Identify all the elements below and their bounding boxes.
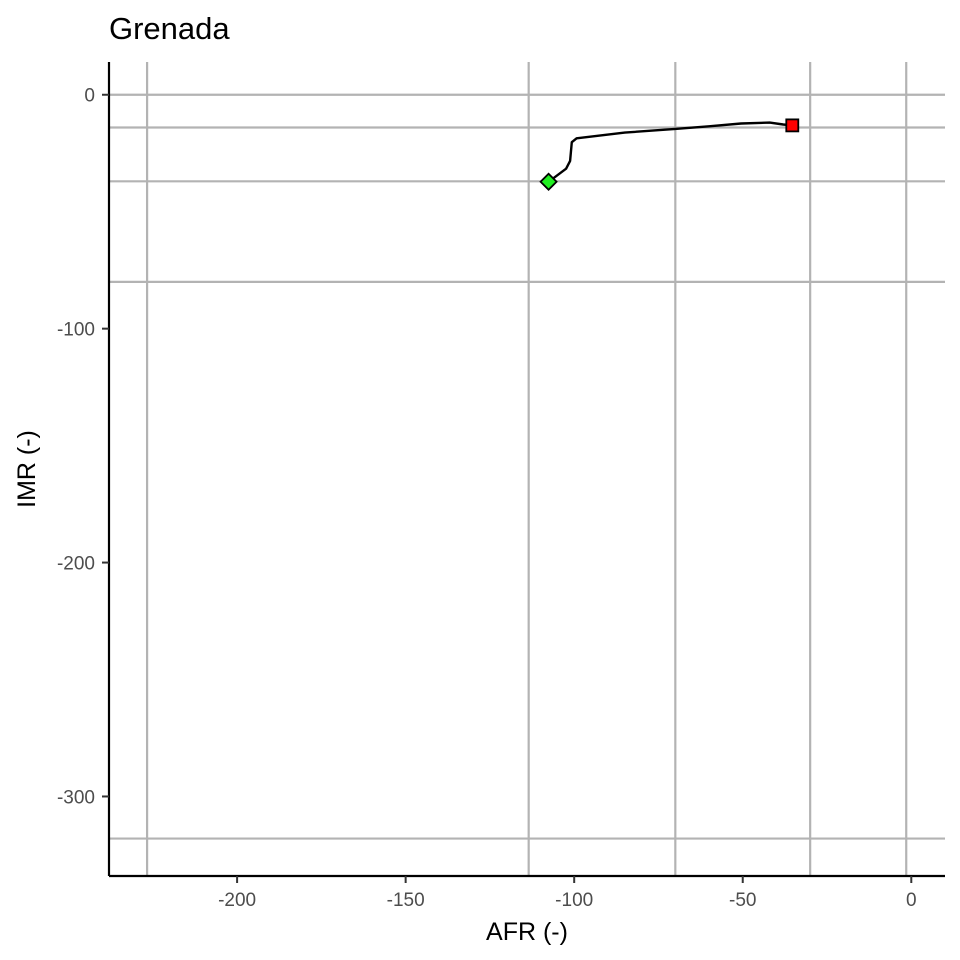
y-tick-label-2: -200 [57, 554, 95, 575]
marker-layer [539, 118, 800, 192]
y-axis-label: IMR (-) [13, 430, 41, 508]
y-tick-label-0: 0 [84, 86, 95, 107]
x-tick-label-0: -200 [218, 890, 256, 911]
start-marker [539, 172, 558, 192]
end-marker [785, 118, 800, 133]
axes [107, 62, 945, 878]
y-tick-label-1: -100 [57, 320, 95, 341]
y-axis-ticks: 0 -100 -200 -300 [57, 86, 109, 808]
series-line-0 [547, 121, 793, 183]
x-tick-label-2: -100 [555, 890, 593, 911]
grid-lines [109, 62, 945, 876]
chart-title: Grenada [109, 11, 230, 46]
x-tick-label-3: -50 [729, 890, 756, 911]
x-axis-label: AFR (-) [486, 918, 568, 946]
x-tick-label-1: -150 [387, 890, 425, 911]
x-axis-ticks: -200 -150 -100 -50 0 [218, 876, 917, 911]
series-layer [547, 121, 793, 183]
x-tick-label-4: 0 [906, 890, 917, 911]
y-tick-label-3: -300 [57, 787, 95, 808]
